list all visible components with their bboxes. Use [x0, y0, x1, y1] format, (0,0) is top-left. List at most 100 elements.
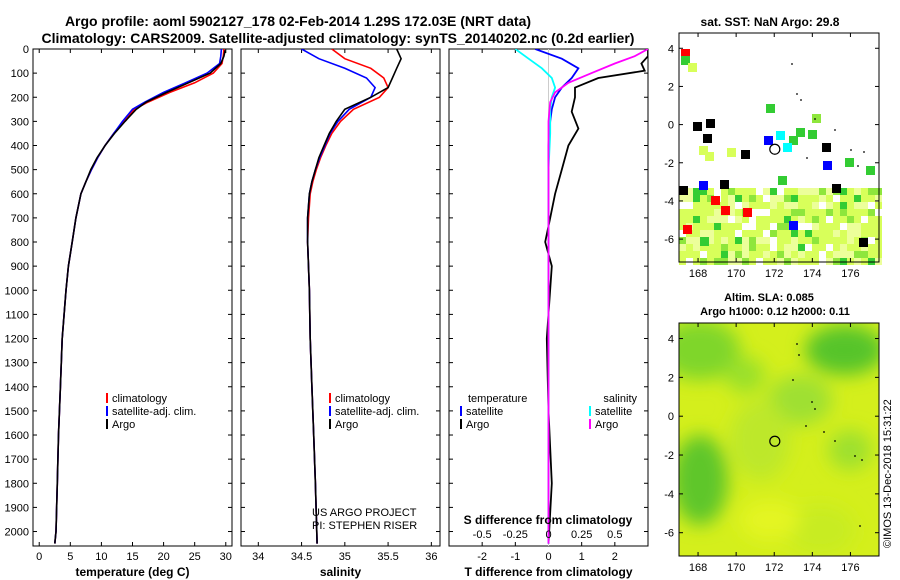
map-y-tick-label: 2	[668, 81, 674, 93]
depth-tick-label: 1900	[5, 502, 29, 514]
sst-cell	[854, 195, 861, 202]
island-dot	[859, 525, 861, 527]
legend-label: Argo	[335, 419, 358, 431]
sst-cell	[847, 251, 854, 258]
sst-cell	[791, 188, 798, 195]
sst-cell	[679, 216, 686, 223]
x2-tick-label: -0.25	[503, 529, 528, 541]
legend-label: climatology	[335, 393, 391, 405]
legend-label: satellite-adj. clim.	[112, 406, 196, 418]
sst-cell	[798, 244, 805, 251]
sst-cell	[847, 223, 854, 230]
sst-cell	[728, 237, 735, 244]
sst-cell	[714, 244, 721, 251]
sst-cell	[833, 209, 840, 216]
x-tick-label: 0	[36, 551, 42, 563]
x-tick-label: 15	[126, 551, 138, 563]
sst-cell	[840, 188, 847, 195]
sst-cell	[707, 209, 714, 216]
sst-cell	[770, 202, 777, 209]
island-dot	[791, 63, 793, 65]
sst-cell	[791, 216, 798, 223]
depth-tick-label: 1100	[5, 309, 29, 321]
sst-cell	[756, 195, 763, 202]
series-argo	[306, 49, 402, 544]
sst-cell	[854, 188, 861, 195]
sst-cell	[735, 223, 742, 230]
sst-block	[789, 221, 798, 230]
island-dot	[823, 431, 825, 433]
sst-cell	[791, 237, 798, 244]
island-dot	[796, 343, 798, 345]
sst-block	[812, 114, 821, 123]
sst-cell	[840, 209, 847, 216]
island-dot	[805, 425, 807, 427]
ssh-map-subtitle: Argo h1000: 0.12 h2000: 0.11	[700, 306, 850, 318]
sst-cell	[756, 202, 763, 209]
sst-cell	[728, 188, 735, 195]
sst-cell	[721, 202, 728, 209]
sst-cell	[784, 188, 791, 195]
map-x-tick-label: 168	[689, 268, 707, 280]
sst-cell	[749, 188, 756, 195]
sst-cell	[735, 216, 742, 223]
sst-cell	[721, 244, 728, 251]
sst-cell	[777, 230, 784, 237]
sst-map-title: sat. SST: NaN Argo: 29.8	[701, 15, 840, 29]
sst-block	[741, 150, 750, 159]
sst-cell	[721, 188, 728, 195]
depth-tick-label: 1500	[5, 406, 29, 418]
sst-block	[766, 104, 775, 113]
sst-block	[703, 134, 712, 143]
sst-cell	[833, 223, 840, 230]
sst-cell	[784, 202, 791, 209]
sst-cell	[770, 216, 777, 223]
sst-cell	[700, 244, 707, 251]
sst-cell	[854, 244, 861, 251]
sst-block	[711, 196, 720, 205]
sst-cell	[847, 195, 854, 202]
sst-cell	[700, 202, 707, 209]
sst-block	[688, 63, 697, 72]
island-dot	[798, 354, 800, 356]
sst-cell	[840, 244, 847, 251]
sst-map: sat. SST: NaN Argo: 29.8 168 170 172 174 176 -…	[664, 15, 882, 280]
ssh-map: Altim. SLA: 0.085 Argo h1000: 0.12 h2000:…	[664, 292, 880, 574]
sst-cell	[742, 188, 749, 195]
x-tick-label: 34	[252, 551, 264, 563]
series-s-argo	[547, 49, 648, 544]
x-tick-label: 5	[67, 551, 73, 563]
sst-cell	[728, 251, 735, 258]
sst-cell	[763, 251, 770, 258]
sst-cell	[721, 223, 728, 230]
legend-label: Argo	[466, 419, 489, 431]
sst-cell	[749, 244, 756, 251]
sst-cell	[840, 195, 847, 202]
sst-cell	[868, 209, 875, 216]
sst-cell	[826, 251, 833, 258]
sst-cell	[686, 188, 693, 195]
sst-cell	[798, 251, 805, 258]
sst-cell	[805, 188, 812, 195]
sst-block	[683, 225, 692, 234]
depth-tick-label: 1000	[5, 285, 29, 297]
sst-cell	[805, 230, 812, 237]
depth-tick-label: 1300	[5, 358, 29, 370]
sst-cell	[707, 188, 714, 195]
sst-cell	[742, 251, 749, 258]
island-dot	[834, 440, 836, 442]
sst-cell	[714, 209, 721, 216]
sst-cell	[798, 216, 805, 223]
sst-cell	[791, 202, 798, 209]
island-dot	[854, 455, 856, 457]
sst-cell	[861, 202, 868, 209]
sst-cell	[868, 244, 875, 251]
sst-cell	[819, 244, 826, 251]
sst-cell	[721, 237, 728, 244]
sst-cell	[798, 209, 805, 216]
sst-cell	[840, 251, 847, 258]
sst-cell	[686, 244, 693, 251]
map-x-tick-label: 174	[803, 562, 821, 574]
x-axis-label: salinity	[320, 565, 362, 579]
sst-cell	[707, 195, 714, 202]
